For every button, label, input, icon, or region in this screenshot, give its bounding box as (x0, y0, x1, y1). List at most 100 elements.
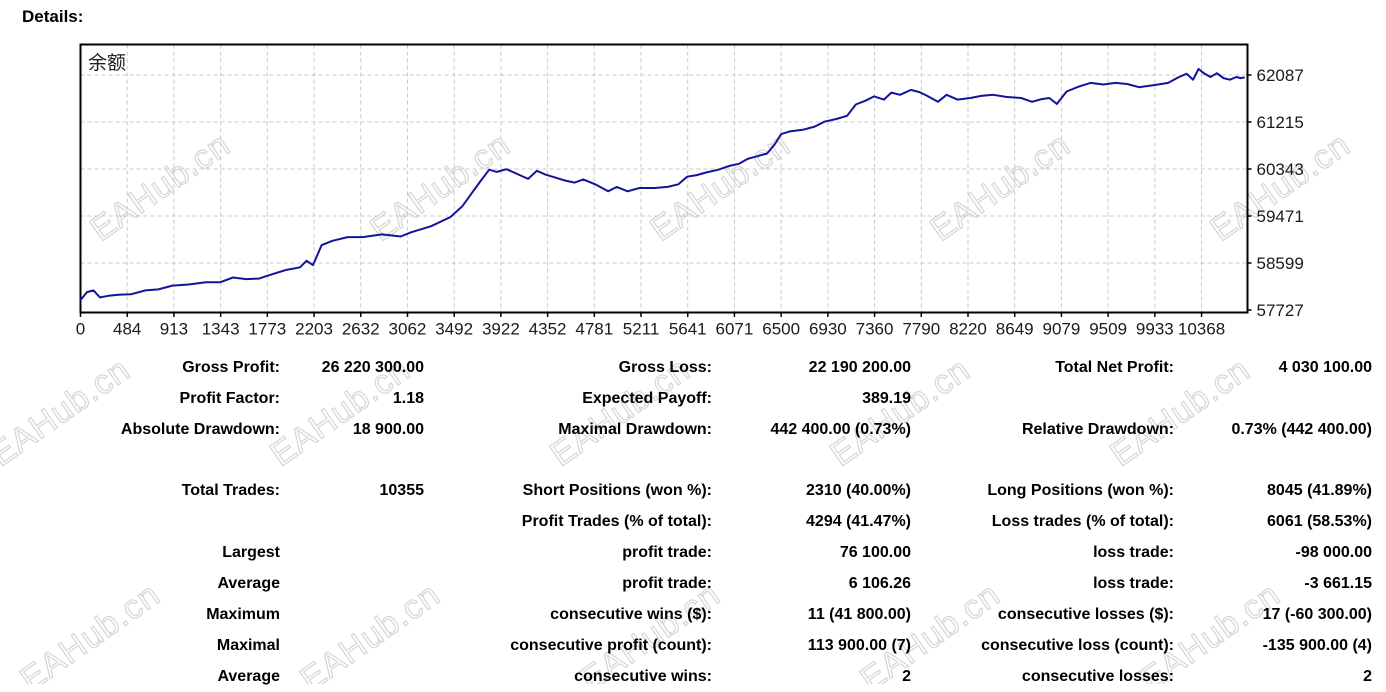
stat-value (280, 506, 424, 537)
chart-x-axis-labels: 0 484 913 1343 1773 2203 2632 3062 3492 3922 4352 4… (76, 320, 1225, 339)
table-row: Gross Profit: 26 220 300.00 Gross Loss: 22 … (0, 352, 1372, 383)
chart-y-axis-labels: 62087 61215 60343 59471 58599 57727 (1257, 66, 1304, 320)
stat-label: Gross Loss: (618, 359, 712, 376)
axis-tick-label: 62087 (1257, 66, 1304, 85)
axis-tick-label: 6071 (716, 320, 754, 339)
stat-label: Absolute Drawdown: (120, 421, 280, 438)
chart-gridlines (80, 44, 1248, 313)
stat-label: Maximal Drawdown: (558, 421, 712, 438)
axis-tick-label: 8649 (996, 320, 1034, 339)
table-row: Average consecutive wins: 2 consecutive los… (0, 661, 1372, 692)
chart-tick-marks (79, 74, 1252, 317)
axis-tick-label: 1343 (202, 320, 240, 339)
chart-plot-border (79, 43, 1249, 314)
stat-label (0, 506, 280, 537)
stat-value (280, 568, 424, 599)
axis-tick-label: 9509 (1089, 320, 1127, 339)
axis-tick-label: 60343 (1257, 160, 1304, 179)
axis-tick-label: 2203 (295, 320, 333, 339)
statistics-table: Gross Profit: 26 220 300.00 Gross Loss: 22 … (0, 352, 1372, 692)
stat-label: consecutive loss (count): (981, 637, 1174, 654)
axis-tick-label: 5641 (669, 320, 707, 339)
axis-tick-label: 7360 (856, 320, 894, 339)
stat-value: 18 900.00 (352, 421, 424, 438)
table-row: Absolute Drawdown: 18 900.00 Maximal Drawd… (0, 414, 1372, 445)
stat-value: 0.73% (442 400.00) (1231, 421, 1372, 438)
details-heading: Details: (22, 7, 84, 26)
axis-tick-label: 9933 (1136, 320, 1174, 339)
stat-value: 2 (902, 668, 911, 685)
axis-tick-label: 5211 (623, 320, 660, 339)
stat-value: 6061 (58.53%) (1267, 513, 1372, 530)
table-row: Maximal consecutive profit (count): 113 90… (0, 630, 1372, 661)
balance-chart-svg: 0 484 913 1343 1773 2203 2632 3062 3492 3922 4352 4… (76, 43, 1304, 339)
axis-tick-label: 6500 (762, 320, 800, 339)
stat-label: Expected Payoff: (582, 390, 712, 407)
stat-label: consecutive wins: (574, 668, 712, 685)
stat-value: -135 900.00 (4) (1262, 637, 1372, 654)
stat-value: 4294 (41.47%) (806, 513, 911, 530)
stat-label: Relative Drawdown: (1021, 421, 1174, 438)
axis-tick-label: 913 (160, 320, 188, 339)
stat-label: profit trade: (622, 575, 712, 592)
balance-line-series (79, 67, 1245, 302)
stat-label: Loss trades (% of total): (991, 513, 1174, 530)
axis-tick-label: 10368 (1178, 320, 1225, 339)
stat-label: consecutive profit (count): (510, 637, 712, 654)
stat-value: 389.19 (862, 390, 911, 407)
stat-label: Profit Trades (% of total): (521, 513, 712, 530)
table-row: Profit Trades (% of total): 4294 (41.47%)… (0, 506, 1372, 537)
axis-tick-label: 484 (113, 320, 141, 339)
stat-value: 6 106.26 (848, 575, 911, 592)
stat-label: consecutive losses ($): (997, 606, 1174, 623)
stat-label: Long Positions (won %): (987, 482, 1174, 499)
stat-label: consecutive losses: (1021, 668, 1174, 685)
stat-value: 17 (-60 300.00) (1262, 606, 1372, 623)
stat-label (911, 383, 1174, 414)
stat-label: Maximum (206, 606, 280, 623)
stat-label: Gross Profit: (182, 359, 280, 376)
axis-tick-label: 4781 (575, 320, 613, 339)
stat-label: profit trade: (622, 544, 712, 561)
stat-value: 2310 (40.00%) (806, 482, 911, 499)
axis-tick-label: 3492 (435, 320, 473, 339)
stat-value (1174, 383, 1372, 414)
stat-value: 76 100.00 (839, 544, 911, 561)
stat-label: Total Trades: (181, 482, 280, 499)
axis-tick-label: 4352 (529, 320, 567, 339)
stat-label: Largest (222, 544, 280, 561)
balance-chart: 0 484 913 1343 1773 2203 2632 3062 3492 3922 4352 4… (76, 43, 1304, 339)
stat-label: consecutive wins ($): (550, 606, 712, 623)
stat-value: -98 000.00 (1295, 544, 1372, 561)
axis-tick-label: 9079 (1042, 320, 1080, 339)
stat-label: loss trade: (1093, 575, 1174, 592)
stat-label: Profit Factor: (179, 390, 280, 407)
stat-value: 113 900.00 (7) (807, 637, 911, 654)
stat-value (280, 661, 424, 692)
stat-value: 22 190 200.00 (808, 359, 911, 376)
stat-value: 442 400.00 (0.73%) (770, 421, 911, 438)
stat-value (280, 599, 424, 630)
axis-tick-label: 0 (76, 320, 85, 339)
axis-tick-label: 1773 (248, 320, 286, 339)
stat-value: 8045 (41.89%) (1267, 482, 1372, 499)
stat-value: 11 (41 800.00) (807, 606, 911, 623)
chart-legend-balance: 余额 (88, 52, 126, 74)
stat-value: 4 030 100.00 (1278, 359, 1372, 376)
axis-tick-label: 58599 (1257, 254, 1304, 273)
axis-tick-label: 3062 (389, 320, 427, 339)
axis-tick-label: 8220 (949, 320, 987, 339)
stat-value: -3 661.15 (1304, 575, 1372, 592)
stat-label: Maximal (216, 637, 280, 654)
stat-label: Average (217, 668, 280, 685)
stat-label: Average (217, 575, 280, 592)
stat-label: Total Net Profit: (1055, 359, 1174, 376)
table-row: Profit Factor: 1.18 Expected Payoff: 389.19 (0, 383, 1372, 414)
axis-tick-label: 61215 (1257, 113, 1304, 132)
stat-value: 2 (1363, 668, 1372, 685)
axis-tick-label: 59471 (1257, 207, 1304, 226)
stat-value (280, 537, 424, 568)
table-row: Average profit trade: 6 106.26 loss trade: -… (0, 568, 1372, 599)
axis-tick-label: 3922 (482, 320, 520, 339)
table-row: Maximum consecutive wins ($): 11 (41 800.0… (0, 599, 1372, 630)
